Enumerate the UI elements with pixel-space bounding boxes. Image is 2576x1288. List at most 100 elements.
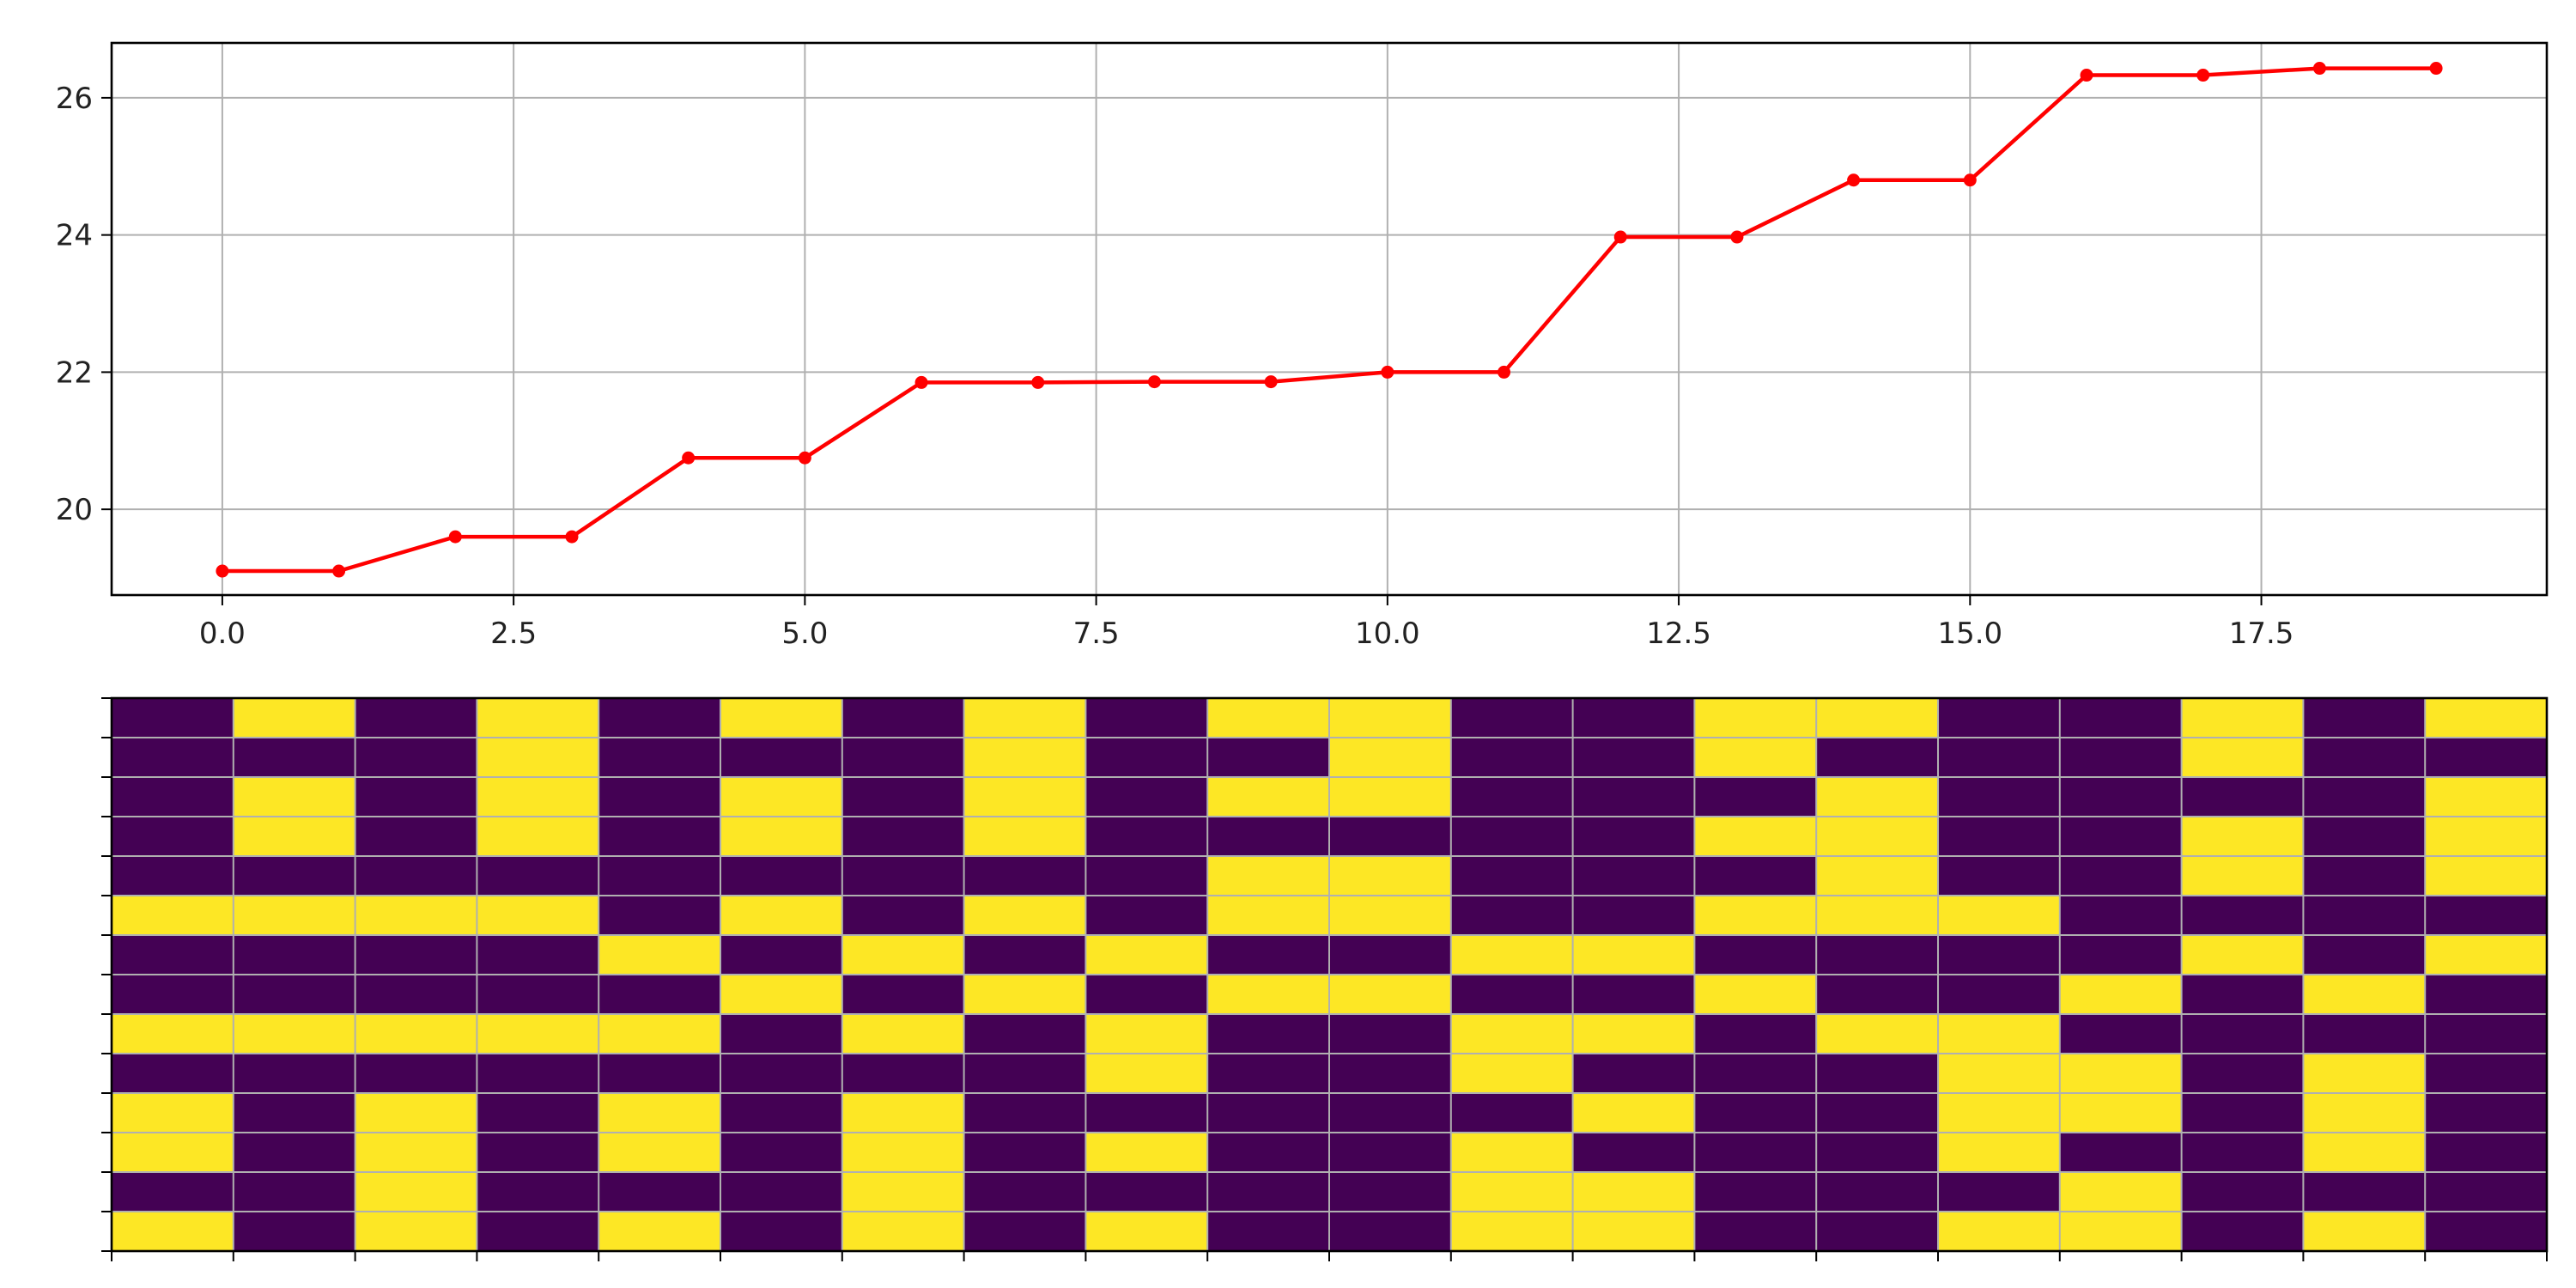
heatmap-cell [1694, 1093, 1817, 1133]
heatmap-cell [477, 817, 599, 857]
heatmap-cell [1816, 1133, 1939, 1173]
heatmap-cell [233, 1212, 356, 1252]
heatmap-cell [1938, 1093, 2061, 1133]
heatmap-cell [477, 777, 599, 817]
data-point [1264, 375, 1278, 389]
line-chart-y-ticks: 20 22 24 26 [56, 82, 112, 527]
heatmap-cell [1572, 1014, 1695, 1054]
heatmap-cell [355, 698, 477, 738]
heatmap-cell [963, 856, 1086, 896]
y-tick-label: 22 [56, 355, 93, 390]
heatmap-cell [598, 1172, 721, 1212]
heatmap-cell [355, 1014, 477, 1054]
heatmap-cell [1085, 1093, 1208, 1133]
heatmap-cell [720, 975, 843, 1015]
heatmap-cell [355, 1133, 477, 1173]
heatmap-cell [2425, 1093, 2548, 1133]
heatmap-cell [720, 1172, 843, 1212]
heatmap-cell [1816, 698, 1939, 738]
heatmap-cell [233, 817, 356, 857]
heatmap-cell [598, 856, 721, 896]
heatmap-cell [598, 935, 721, 975]
heatmap-cell [2303, 856, 2426, 896]
y-tick-label: 24 [56, 219, 93, 253]
heatmap-cell [1207, 896, 1330, 936]
heatmap-cell [1694, 1212, 1817, 1252]
heatmap-cell [1207, 935, 1330, 975]
heatmap-cell [720, 1054, 843, 1094]
heatmap-cell [720, 935, 843, 975]
data-point [798, 451, 811, 465]
heatmap-cell [841, 935, 965, 975]
heatmap-cell [1450, 1133, 1574, 1173]
heatmap-cell [112, 698, 234, 738]
heatmap-cell [1085, 1133, 1208, 1173]
heatmap-cell [112, 817, 234, 857]
heatmap-cell [1816, 856, 1939, 896]
heatmap-cell [598, 1133, 721, 1173]
heatmap-cell [1085, 1054, 1208, 1094]
heatmap-cell [1694, 975, 1817, 1015]
heatmap-cell [1816, 1172, 1939, 1212]
heatmap-cell [720, 896, 843, 936]
heatmap-cell [1816, 777, 1939, 817]
heatmap-cell [1085, 856, 1208, 896]
heatmap-cell [2181, 1014, 2304, 1054]
line-chart-x-ticks: 0.0 2.5 5.0 7.5 10.0 12.5 15.0 17.5 [199, 595, 2293, 651]
heatmap-cell [2181, 1212, 2304, 1252]
heatmap-cell [963, 975, 1086, 1015]
heatmap-cell [112, 1093, 234, 1133]
heatmap-cell [1450, 1054, 1574, 1094]
heatmap-cell [1207, 1014, 1330, 1054]
heatmap-cell [841, 738, 965, 778]
heatmap-ticks [101, 697, 2548, 1261]
heatmap-cell [841, 896, 965, 936]
heatmap-cell [720, 698, 843, 738]
heatmap-cell [2303, 738, 2426, 778]
heatmap-cell [1572, 1212, 1695, 1252]
heatmap-cell [2303, 1014, 2426, 1054]
heatmap-cell [1816, 896, 1939, 936]
heatmap-cell [1694, 856, 1817, 896]
heatmap-cell [1694, 935, 1817, 975]
heatmap-cell [233, 935, 356, 975]
heatmap-cell [1694, 1133, 1817, 1173]
heatmap-cell [2303, 935, 2426, 975]
heatmap-cell [2181, 738, 2304, 778]
heatmap-cell [1694, 896, 1817, 936]
heatmap-cell [2425, 1133, 2548, 1173]
heatmap-cell [963, 1212, 1086, 1252]
heatmap-cell [598, 777, 721, 817]
heatmap-cell [112, 1014, 234, 1054]
heatmap-cell [1207, 817, 1330, 857]
data-point [1147, 375, 1161, 389]
series-line [222, 66, 2437, 574]
heatmap-cell [233, 975, 356, 1015]
heatmap-cell [2181, 698, 2304, 738]
heatmap-cell [112, 1133, 234, 1173]
heatmap-cell [2425, 1054, 2548, 1094]
heatmap-cell [2059, 1133, 2183, 1173]
heatmap-cell [1450, 975, 1574, 1015]
heatmap-cell [233, 1172, 356, 1212]
heatmap-cell [2425, 1014, 2548, 1054]
heatmap-cell [1329, 777, 1452, 817]
data-point [448, 530, 462, 544]
heatmap-cell [2303, 1054, 2426, 1094]
heatmap-cell [233, 856, 356, 896]
heatmap-cell [1938, 1014, 2061, 1054]
heatmap-cell [233, 738, 356, 778]
x-tick-label: 5.0 [781, 617, 828, 651]
heatmap-cell [355, 738, 477, 778]
heatmap-cell [233, 1133, 356, 1173]
data-point [565, 530, 579, 544]
heatmap-cell [477, 1212, 599, 1252]
heatmap-cells [112, 698, 2548, 1252]
heatmap-cell [1085, 1172, 1208, 1212]
heatmap-cell [2181, 1054, 2304, 1094]
heatmap-cell [1572, 1172, 1695, 1212]
heatmap-cell [2059, 738, 2183, 778]
heatmap-cell [963, 738, 1086, 778]
heatmap-cell [2059, 1093, 2183, 1133]
